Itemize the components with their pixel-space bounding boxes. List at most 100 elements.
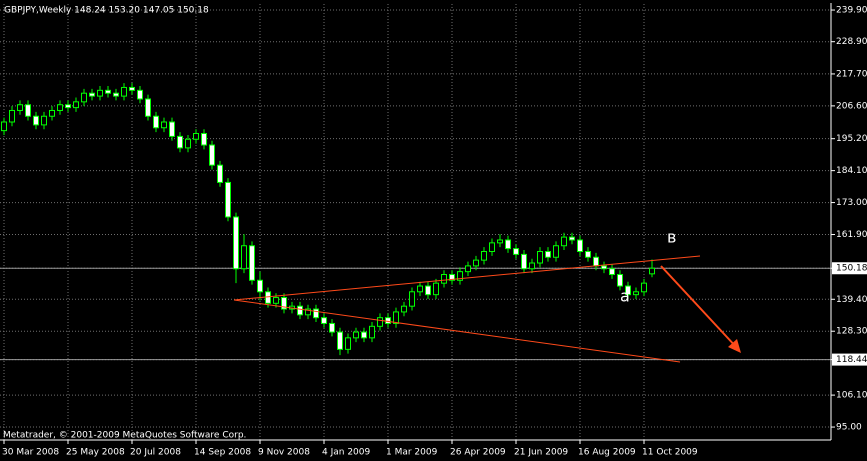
candle-body (209, 144, 215, 166)
arrow-head (728, 339, 741, 353)
candle-body (17, 104, 23, 111)
candle-body (641, 282, 647, 293)
x-tick-label: 9 Nov 2008 (258, 448, 310, 458)
y-tick-label: 195.20 (836, 134, 867, 144)
trend-line (233, 255, 701, 301)
candle-body (633, 291, 639, 296)
x-tick-label: 20 Jul 2008 (130, 448, 181, 458)
candle-body (97, 89, 103, 97)
candle-body (585, 250, 591, 258)
trend-line (233, 299, 681, 363)
candle-body (241, 245, 247, 270)
candle-body (201, 133, 207, 146)
candle-body (625, 285, 631, 296)
candle-body (617, 274, 623, 287)
x-tick-label: 11 Oct 2009 (642, 448, 698, 458)
candle-body (113, 92, 119, 97)
candle-body (265, 291, 271, 304)
x-tick-label: 30 Mar 2008 (2, 448, 59, 458)
y-tick-label: 118.44 (836, 355, 867, 365)
trend-lines (233, 255, 741, 363)
candle-body (537, 250, 543, 264)
candle-body (273, 297, 279, 304)
candle-body (89, 92, 95, 97)
y-tick-label: 106.10 (836, 391, 867, 401)
candle-body (105, 89, 111, 94)
candle-body (449, 274, 455, 281)
candle-body (609, 268, 615, 276)
candle-body (145, 98, 151, 117)
y-tick-label: 128.30 (836, 327, 867, 337)
arrow (660, 265, 739, 350)
price-lines (0, 267, 831, 361)
candle-body (441, 274, 447, 284)
candle-body (137, 89, 143, 100)
candle-body (465, 265, 471, 273)
candle-body (81, 92, 87, 103)
candle-body (313, 308, 319, 319)
candle-body (321, 317, 327, 324)
candle-body (545, 250, 551, 258)
candle-body (401, 305, 407, 313)
x-tick-label: 16 Aug 2009 (578, 448, 636, 458)
candle-body (593, 256, 599, 267)
candle-body (369, 325, 375, 339)
x-tick-label: 21 Jun 2009 (514, 448, 568, 458)
x-tick-label: 1 Mar 2009 (386, 448, 438, 458)
candle-body (9, 109, 15, 123)
candle-body (257, 279, 263, 293)
candle-body (57, 104, 63, 111)
candle-body (561, 236, 567, 247)
candle-body (193, 133, 199, 140)
candle-body (577, 239, 583, 252)
candle-body (529, 262, 535, 270)
candle-body (409, 291, 415, 307)
candle-body (353, 331, 359, 339)
candle-body (1, 121, 7, 132)
y-tick-label: 228.90 (836, 37, 867, 47)
candle-body (169, 121, 175, 137)
y-tick-label: 161.90 (836, 230, 867, 240)
candle-body (329, 322, 335, 333)
y-tick-label: 206.60 (836, 101, 867, 111)
candle-body (473, 259, 479, 267)
candle-body (489, 242, 495, 252)
candle-body (361, 331, 367, 339)
grid (0, 4, 831, 440)
annotation: в (667, 228, 676, 247)
candle-body (129, 86, 135, 91)
footer: Metatrader, © 2001-2009 MetaQuotes Softw… (3, 431, 246, 441)
y-tick-label: 217.70 (836, 69, 867, 79)
candle-body (217, 164, 223, 183)
candle-body (385, 317, 391, 324)
candle-body (73, 101, 79, 109)
candle-body (417, 285, 423, 293)
annotation: a (620, 287, 630, 306)
candle-body (569, 236, 575, 241)
candle-body (457, 271, 463, 281)
candle-body (25, 104, 31, 117)
candle-body (121, 86, 127, 97)
price-label-box (832, 262, 867, 275)
candle-body (33, 115, 39, 126)
candle-body (433, 282, 439, 296)
candle-body (337, 331, 343, 350)
candle-body (65, 104, 71, 109)
y-tick-label: 184.10 (836, 166, 867, 176)
candle-body (377, 317, 383, 327)
candles (1, 83, 655, 356)
candle-body (41, 115, 47, 126)
x-tick-label: 25 May 2008 (66, 448, 125, 458)
candle-body (521, 253, 527, 270)
candle-body (177, 135, 183, 149)
y-tick-label: 150.18 (836, 264, 867, 274)
candle-body (393, 311, 399, 324)
x-tick-label: 26 Apr 2009 (450, 448, 506, 458)
y-tick-label: 95.00 (836, 423, 862, 433)
candle-body (425, 285, 431, 296)
x-tick-label: 14 Sep 2008 (194, 448, 251, 458)
candle-body (225, 181, 231, 218)
